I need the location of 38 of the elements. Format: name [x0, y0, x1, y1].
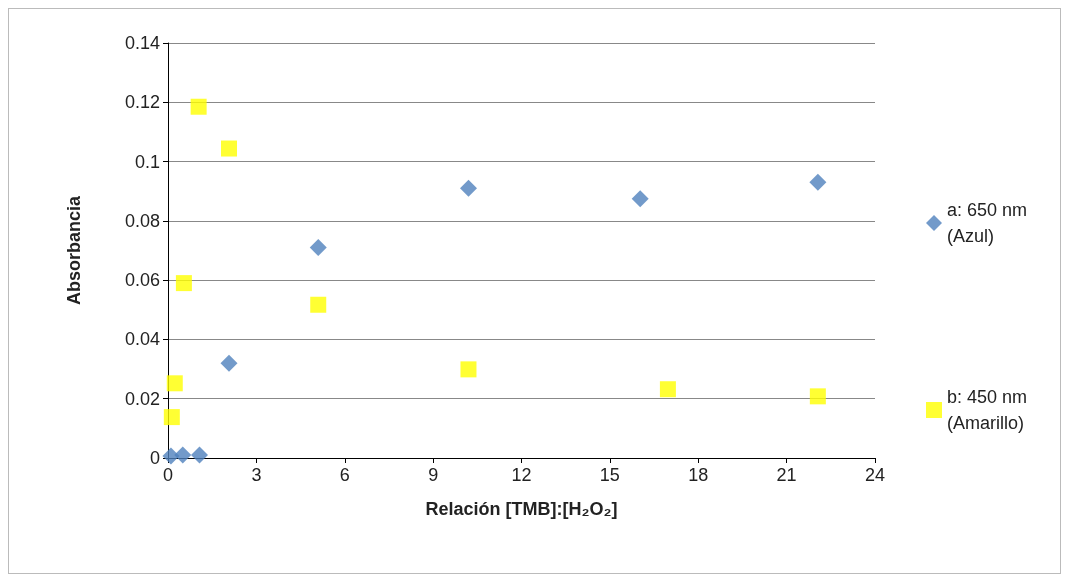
x-tick-label: 15: [599, 465, 620, 485]
point: [191, 446, 209, 464]
point: [162, 447, 180, 465]
point: [309, 239, 327, 257]
x-tick-label: 6: [339, 465, 350, 485]
x-tick-label: 0: [162, 465, 174, 485]
point: [631, 190, 649, 208]
x-tick-label: 12: [511, 465, 532, 485]
x-tick-label: 3: [251, 465, 262, 485]
point: [190, 98, 207, 115]
y-tick-label: 0.02: [124, 388, 160, 409]
y-tick-label: 0.1: [134, 151, 160, 172]
point: [310, 296, 327, 313]
point: [175, 275, 192, 292]
point: [809, 388, 826, 405]
legend-label: a: 650 nm (Azul): [947, 200, 1033, 246]
y-tick-label: 0.08: [124, 210, 160, 231]
x-axis-title: Relación [TMB]:[H₂O₂]: [425, 499, 618, 519]
y-tick-label: 0.06: [124, 270, 160, 291]
legend-label: b: 450 nm (Amarillo): [947, 387, 1033, 433]
x-tick-label: 21: [776, 465, 797, 485]
point: [460, 361, 477, 378]
point: [174, 446, 192, 464]
point: [166, 375, 183, 392]
point: [220, 140, 237, 157]
y-axis-title: Absorbancia: [64, 195, 84, 306]
y-tick-label: 0.04: [124, 329, 160, 350]
point: [659, 381, 676, 398]
point: [163, 409, 180, 426]
x-tick-label: 18: [688, 465, 709, 485]
point: [220, 354, 238, 372]
x-tick-label: 24: [864, 465, 886, 485]
x-tick-label: 9: [428, 465, 439, 485]
y-tick-label: 0.14: [124, 33, 160, 53]
y-tick-label: 0: [149, 448, 160, 468]
y-tick-label: 0.12: [124, 92, 160, 113]
point: [459, 179, 477, 197]
point: [809, 173, 827, 191]
